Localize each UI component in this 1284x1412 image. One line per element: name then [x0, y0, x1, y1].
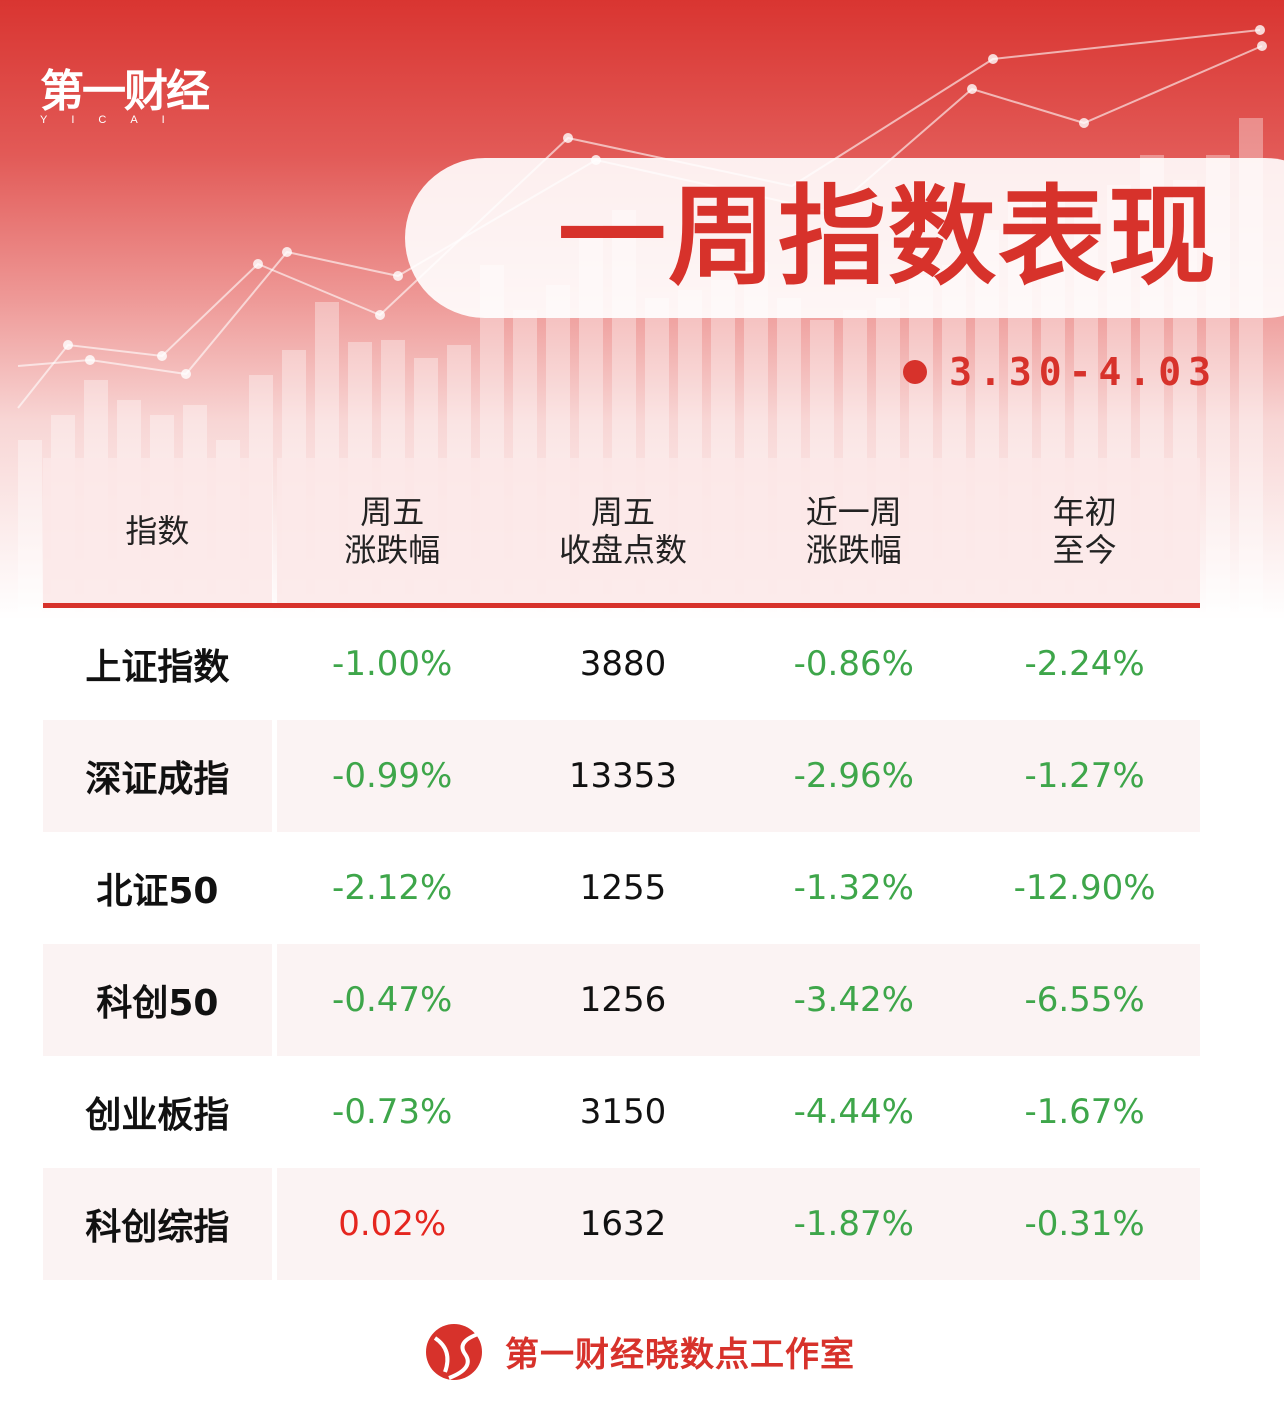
date-range: 3.30-4.03	[903, 350, 1218, 394]
cell-ytd: -0.31%	[969, 1168, 1200, 1280]
cell-week-change: -1.32%	[793, 868, 914, 908]
table-row: 科创综指 0.02% 1632 -1.87% -0.31%	[43, 1168, 1200, 1280]
cell-week-change: -2.96%	[738, 720, 970, 832]
index-table: 指数 周五 涨跌幅 周五 收盘点数 近一周 涨跌幅 年初 至今 上证指数 -1.0…	[43, 458, 1200, 1280]
cell-fri-close: 13353	[507, 720, 739, 832]
bullet-icon	[903, 360, 928, 384]
index-name: 科创50	[43, 944, 272, 1056]
index-name: 深证成指	[43, 720, 272, 832]
index-name: 科创综指	[43, 1168, 272, 1280]
table-row: 科创50 -0.47% 1256 -3.42% -6.55%	[43, 944, 1200, 1056]
table-row: 深证成指 -0.99% 13353 -2.96% -1.27%	[43, 720, 1200, 832]
table-row: 上证指数 -1.00% 3880 -0.86% -2.24%	[43, 608, 1200, 720]
studio-logo-icon	[426, 1324, 486, 1380]
cell-week-change: -4.44%	[793, 1092, 914, 1132]
cell-ytd: -2.24%	[1024, 644, 1145, 684]
cell-fri-change: -0.47%	[276, 944, 508, 1056]
index-name: 上证指数	[85, 647, 230, 688]
cell-fri-change: -0.99%	[276, 720, 508, 832]
cell-fri-close: 3880	[579, 644, 667, 684]
cell-fri-change: -0.73%	[332, 1092, 453, 1132]
cell-fri-change: 0.02%	[276, 1168, 508, 1280]
table-header: 指数 周五 涨跌幅 周五 收盘点数 近一周 涨跌幅 年初 至今	[43, 458, 1200, 608]
cell-fri-close: 1256	[507, 944, 739, 1056]
cell-fri-close: 1255	[579, 868, 667, 908]
title-pill	[405, 158, 1284, 318]
cell-fri-close: 1632	[507, 1168, 739, 1280]
header-ytd: 年初 至今	[969, 458, 1200, 603]
header-week-change: 近一周 涨跌幅	[738, 458, 970, 603]
cell-ytd: -6.55%	[969, 944, 1200, 1056]
footer: 第一财经晓数点工作室	[425, 1320, 855, 1382]
decorative-bar	[18, 440, 42, 620]
cell-week-change: -0.86%	[793, 644, 914, 684]
cell-ytd: -1.67%	[1024, 1092, 1145, 1132]
cell-fri-change: -1.00%	[332, 644, 453, 684]
cell-fri-close: 3150	[579, 1092, 667, 1132]
page-title: 一周指数表现	[558, 175, 1219, 300]
index-name: 创业板指	[85, 1095, 230, 1136]
cell-ytd: -12.90%	[1013, 868, 1156, 908]
table-row: 北证50 -2.12% 1255 -1.32% -12.90%	[43, 832, 1200, 944]
cell-fri-change: -2.12%	[332, 868, 453, 908]
header-index: 指数	[43, 458, 272, 603]
footer-text: 第一财经晓数点工作室	[505, 1334, 855, 1375]
cell-week-change: -1.87%	[738, 1168, 970, 1280]
table-row: 创业板指 -0.73% 3150 -4.44% -1.67%	[43, 1056, 1200, 1168]
yicai-logo: 第一财经 YICAI	[40, 66, 210, 127]
cell-week-change: -3.42%	[738, 944, 970, 1056]
header-fri-close: 周五 收盘点数	[507, 458, 739, 603]
cell-ytd: -1.27%	[969, 720, 1200, 832]
header-fri-change: 周五 涨跌幅	[276, 458, 508, 603]
index-name: 北证50	[96, 871, 219, 912]
